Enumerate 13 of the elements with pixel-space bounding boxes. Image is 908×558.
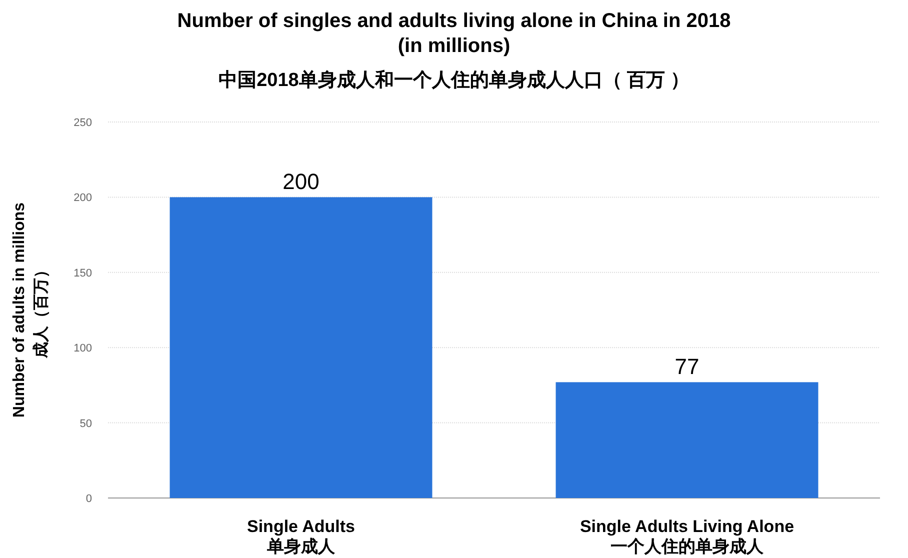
y-tick-label: 250 (74, 117, 92, 129)
y-tick-label: 200 (74, 192, 92, 204)
data-label: 77 (674, 354, 700, 380)
y-axis-title: Number of adults in millions 成人（百万） (11, 202, 50, 418)
y-tick-label: 50 (80, 418, 92, 430)
chart-subtitle: 中国2018单身成人和一个人住的单身成人人口（ 百万 ） (218, 69, 690, 91)
x-tick-label: Single Adults Living Alone 一个人住的单身成人 (580, 517, 794, 556)
chart-title: Number of singles and adults living alone in China in 2018 (in millions) (177, 10, 731, 57)
x-tick-label: Single Adults 单身成人 (247, 517, 355, 556)
y-tick-label: 100 (74, 342, 92, 355)
y-tick-label: 0 (86, 493, 92, 505)
data-label: 200 (282, 169, 320, 194)
y-tick-label: 150 (74, 267, 92, 280)
